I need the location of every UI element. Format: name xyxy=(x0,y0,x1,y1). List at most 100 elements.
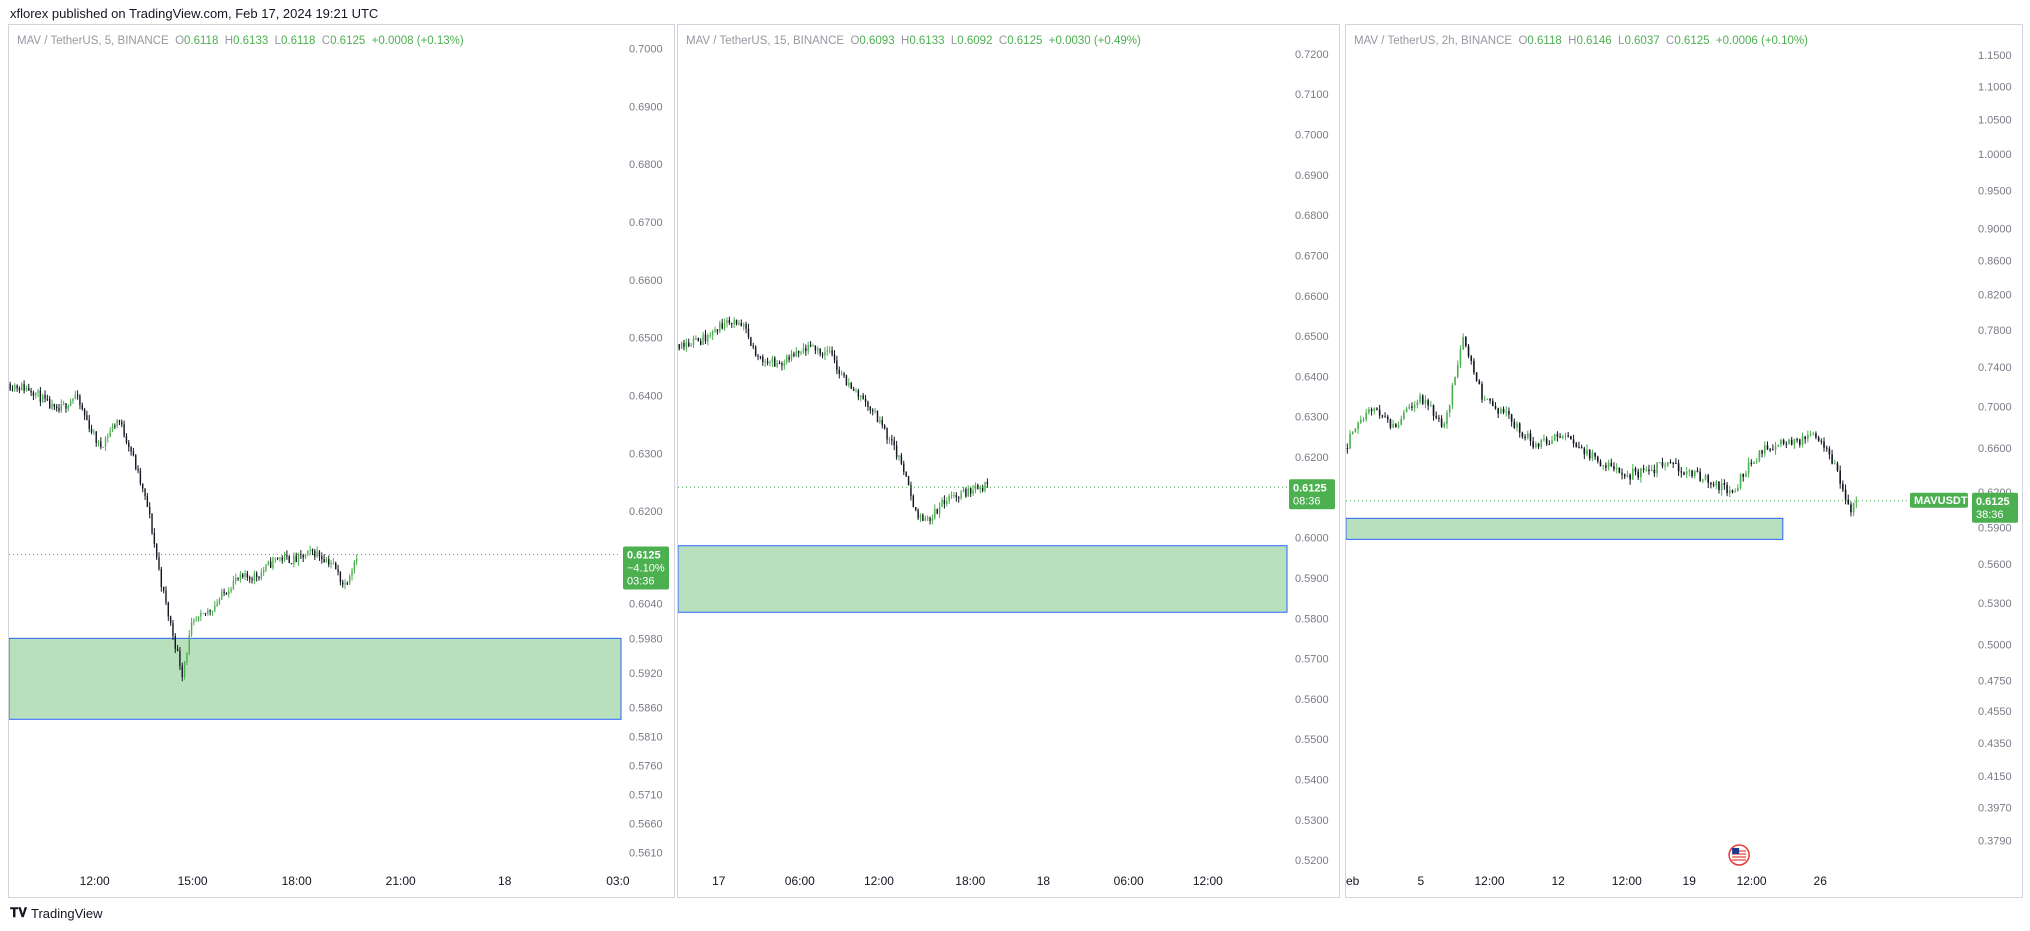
candle-body xyxy=(1650,469,1653,472)
candle-body xyxy=(1360,419,1362,423)
candle-body xyxy=(1683,472,1685,475)
symbol-label[interactable]: MAV / TetherUS, 5, BINANCE xyxy=(17,35,169,47)
low-value: 0.6092 xyxy=(957,35,993,47)
price-chart-svg[interactable]: 1.1500 1.1000 1.0500 1.0000 0.9500 0.9000 0.86… xyxy=(1346,25,2022,897)
candle-body xyxy=(1376,408,1378,410)
candle-body xyxy=(707,335,709,342)
candle-body xyxy=(30,390,32,393)
y-tick-label: 0.6000 xyxy=(1295,533,1329,545)
candle-body xyxy=(169,616,172,624)
candle-body xyxy=(65,403,67,409)
price-label-text: 0.6125 xyxy=(1976,496,2010,508)
candle-body xyxy=(1745,473,1747,478)
y-tick-label: 0.6300 xyxy=(1295,412,1329,424)
candle-body xyxy=(188,634,190,653)
candle-body xyxy=(910,485,912,496)
candle-body xyxy=(1718,481,1720,491)
candle-body xyxy=(165,590,167,603)
y-tick-label: 0.7000 xyxy=(629,44,663,56)
price-label-box xyxy=(623,546,669,590)
candle-body xyxy=(1548,443,1551,445)
candle-body xyxy=(1556,434,1559,437)
candle-body xyxy=(1535,443,1537,448)
candle-body xyxy=(733,319,735,324)
y-tick-label: 0.6300 xyxy=(629,448,663,460)
candle-body xyxy=(1456,365,1459,378)
candle-body xyxy=(690,344,692,347)
flag-canton xyxy=(1732,848,1740,854)
candle-body xyxy=(1416,402,1419,406)
candle-body xyxy=(337,569,339,573)
candle-body xyxy=(153,533,156,544)
candle-body xyxy=(95,431,97,443)
candle-body xyxy=(1596,456,1599,462)
candle-body xyxy=(1475,372,1478,381)
candle-body xyxy=(1658,462,1661,464)
candle-body xyxy=(1454,377,1456,385)
candle-body xyxy=(1637,471,1640,478)
y-tick-label: 0.6600 xyxy=(629,275,663,287)
chart-pane-2h[interactable]: MAV / TetherUS, 2h, BINANCE O0.6118 H0.6… xyxy=(1345,24,2023,898)
candle-body xyxy=(793,353,795,357)
symbol-label[interactable]: MAV / TetherUS, 15, BINANCE xyxy=(686,35,845,47)
footer-brand[interactable]: 𝐓𝐕 TradingView xyxy=(10,905,103,921)
price-chart-svg[interactable]: 0.7000 0.6900 0.6800 0.6700 0.6600 0.6500 0.64… xyxy=(9,25,674,897)
candle-body xyxy=(981,486,984,491)
candle-body xyxy=(685,342,688,348)
candle-body xyxy=(862,395,864,399)
y-tick-label: 0.6200 xyxy=(1295,452,1329,464)
candle-body xyxy=(955,495,958,498)
chart-pane-15m[interactable]: MAV / TetherUS, 15, BINANCE O0.6093 H0.6… xyxy=(677,24,1340,898)
candle-body xyxy=(1465,336,1467,347)
candle-body xyxy=(709,335,711,337)
candle-body xyxy=(262,570,265,573)
candle-body xyxy=(1384,416,1386,418)
x-tick-label: 18:00 xyxy=(955,874,985,888)
candle-body xyxy=(86,415,88,420)
y-tick-label: 0.6600 xyxy=(1978,443,2012,455)
open-value: 0.6118 xyxy=(184,35,219,47)
candle-body xyxy=(1543,438,1545,440)
candle-body xyxy=(335,562,337,570)
y-tick-label: 1.0000 xyxy=(1978,149,2012,161)
candle-body xyxy=(1354,428,1357,432)
candle-body xyxy=(1742,474,1745,478)
candle-body xyxy=(1685,471,1688,475)
candle-body xyxy=(721,322,723,329)
support-zone xyxy=(9,637,622,720)
candle-body xyxy=(151,513,153,534)
x-tick-label: 12 xyxy=(1551,874,1565,888)
candle-body xyxy=(1785,443,1788,445)
candle-body xyxy=(1435,415,1438,418)
candle-body xyxy=(790,353,793,360)
candle-body xyxy=(754,346,757,356)
chart-pane-5m[interactable]: MAV / TetherUS, 5, BINANCE O0.6118 H0.61… xyxy=(8,24,675,898)
candle-body xyxy=(1553,434,1556,441)
price-chart-svg[interactable]: 0.7200 0.7100 0.7000 0.6900 0.6800 0.6700 0.66… xyxy=(678,25,1339,897)
candle-body xyxy=(774,357,776,367)
x-tick-label: 03:0 xyxy=(606,874,630,888)
candle-body xyxy=(788,356,790,360)
y-tick-label: 0.7200 xyxy=(1295,49,1329,61)
candle-body xyxy=(912,495,915,508)
candle-body xyxy=(750,337,752,346)
symbol-label[interactable]: MAV / TetherUS, 2h, BINANCE xyxy=(1354,35,1513,47)
candle-body xyxy=(214,605,216,611)
candle-body xyxy=(353,561,356,571)
y-tick-label: 0.6900 xyxy=(1295,170,1329,182)
y-tick-label: 0.7100 xyxy=(1295,89,1329,101)
change-value: +0.0030 (+0.49%) xyxy=(1048,35,1141,47)
candle-body xyxy=(785,356,788,363)
candle-body xyxy=(893,440,895,446)
candle-body xyxy=(167,602,170,617)
candle-body xyxy=(1392,423,1394,428)
candle-body xyxy=(905,471,907,477)
candle-body xyxy=(1653,469,1656,474)
y-tick-label: 0.9500 xyxy=(1978,185,2012,197)
candle-body xyxy=(907,476,910,486)
candle-body xyxy=(46,398,49,400)
y-tick-label: 0.6700 xyxy=(1295,250,1329,262)
candle-body xyxy=(879,419,881,423)
candle-body xyxy=(274,557,276,559)
price-label-box xyxy=(1972,492,2018,523)
